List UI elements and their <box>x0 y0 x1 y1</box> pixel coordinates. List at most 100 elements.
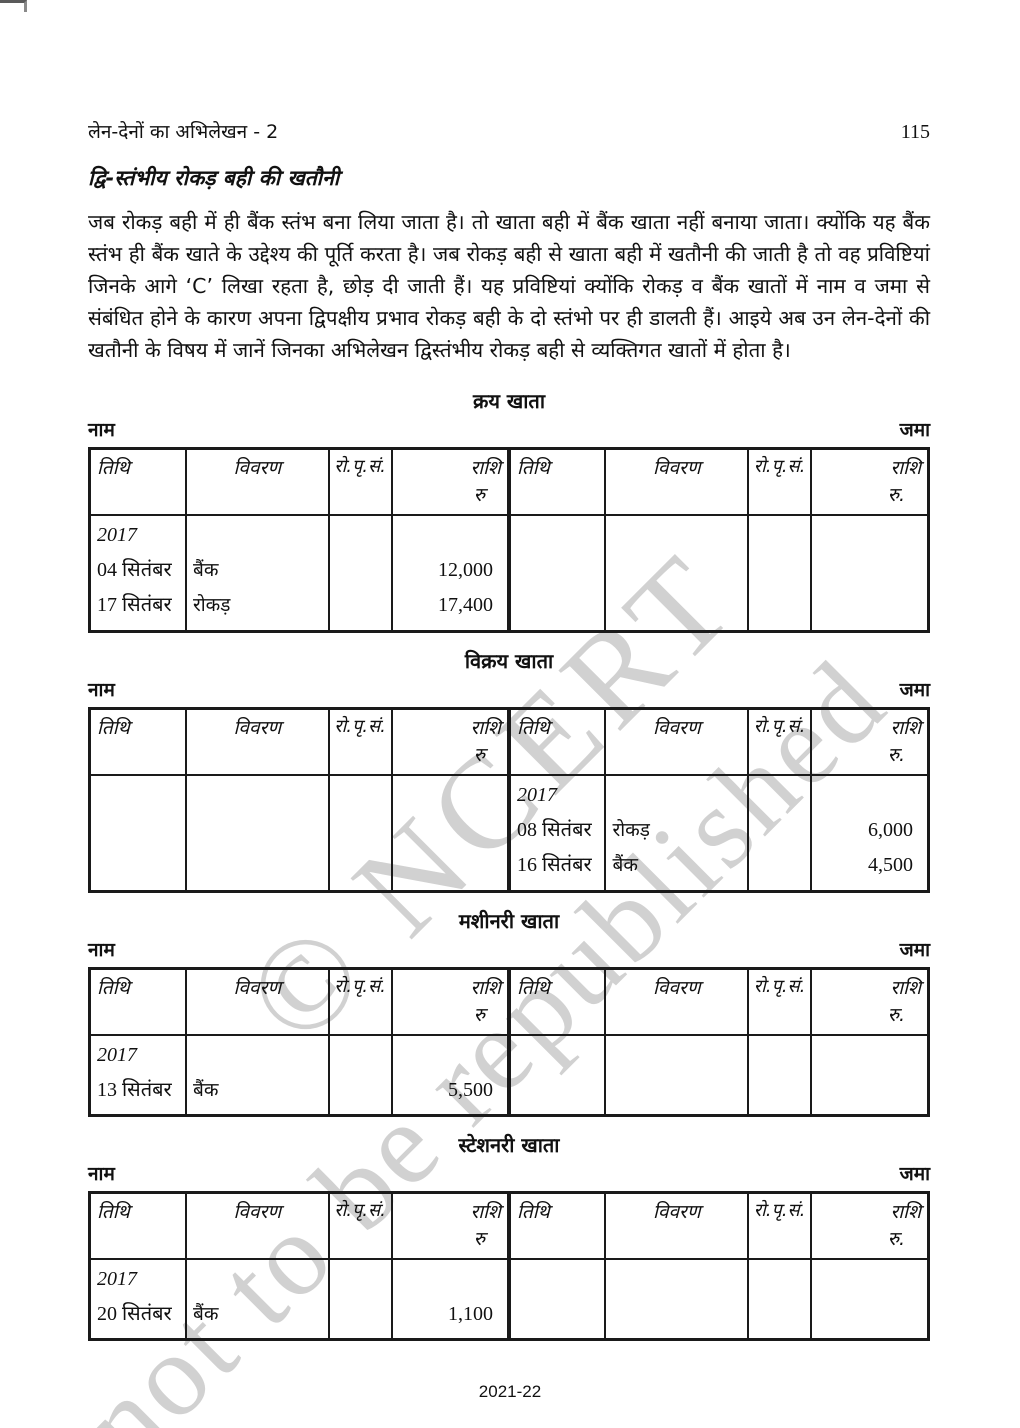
debit-label: नाम <box>88 938 115 961</box>
amount-line <box>399 518 501 553</box>
cell-date <box>506 1033 607 1116</box>
col-header-folio: रो.पृ.सं. <box>327 707 393 776</box>
account-section-purchases: क्रय खाता नाम जमा तिथि विवरण रो.पृ.सं. र… <box>88 387 930 633</box>
amount-label: राशि <box>890 976 921 999</box>
amount-label: राशि <box>470 456 501 479</box>
col-header-particulars: विवरण <box>604 1191 750 1260</box>
year-line: 2017 <box>97 1267 137 1290</box>
particulars-line: बैंक <box>192 1078 219 1101</box>
cell-particulars: बैंक <box>184 1257 330 1340</box>
col-header-particulars: विवरण <box>604 707 750 776</box>
particulars-line: रोकड़ <box>192 593 231 616</box>
debit-label: नाम <box>88 1162 115 1185</box>
amount-line: 1,100 <box>447 1302 493 1325</box>
cell-particulars: बैंक <box>184 1033 330 1116</box>
credit-label: जमा <box>899 418 930 441</box>
amount-label: राशि <box>470 716 501 739</box>
amount-unit: रु <box>473 1227 485 1250</box>
col-header-amount: राशि रु. <box>810 707 930 776</box>
header-row: तिथि विवरण रो.पृ.सं. राशि रु तिथि विवरण … <box>88 707 930 776</box>
footer-session-year: 2021-22 <box>478 1382 542 1401</box>
amount-label: राशि <box>890 716 921 739</box>
amount-unit: रु. <box>887 483 905 506</box>
amount-line: 17,400 <box>437 593 493 616</box>
col-header-folio: रो.पृ.सं. <box>327 967 393 1036</box>
date-line: 20 सितंबर <box>97 1302 172 1325</box>
cell-folio <box>747 773 813 892</box>
cell-particulars: बैंक रोकड़ <box>184 513 330 632</box>
body-row: 2017 08 सितंबर 16 सितंबर रोकड़ बैंक 6,00… <box>88 773 930 892</box>
credit-label: जमा <box>899 938 930 961</box>
cell-amount: 1,100 <box>390 1257 510 1340</box>
debit-label: नाम <box>88 418 115 441</box>
account-section-stationery: स्टेशनरी खाता नाम जमा तिथि विवरण रो.पृ.स… <box>88 1131 930 1341</box>
debit-credit-row: नाम जमा <box>88 417 930 443</box>
col-header-date: तिथि <box>88 967 187 1036</box>
col-header-particulars: विवरण <box>604 447 750 516</box>
col-header-particulars: विवरण <box>184 447 330 516</box>
body-paragraph: जब रोकड़ बही में ही बैंक स्तंभ बना लिया … <box>88 210 930 362</box>
col-header-folio: रो.पृ.सं. <box>747 707 813 776</box>
debit-credit-row: नाम जमा <box>88 937 930 963</box>
col-header-particulars: विवरण <box>604 967 750 1036</box>
col-header-particulars: विवरण <box>184 707 330 776</box>
cell-folio <box>327 1033 393 1116</box>
account-section-sales: विक्रय खाता नाम जमा तिथि विवरण रो.पृ.सं.… <box>88 647 930 893</box>
body-row: 2017 04 सितंबर 17 सितंबर बैंक रोकड़ 12,0… <box>88 513 930 632</box>
col-header-amount: राशि रु. <box>810 447 930 516</box>
col-header-amount: राशि रु <box>390 1191 510 1260</box>
col-header-amount: राशि रु. <box>810 967 930 1036</box>
amount-line <box>818 778 921 813</box>
ledger-table: तिथि विवरण रो.पृ.सं. राशि रु तिथि विवरण … <box>88 966 930 1117</box>
col-header-amount: राशि रु <box>390 967 510 1036</box>
body-row: 2017 13 सितंबर बैंक 5,500 <box>88 1033 930 1116</box>
cell-date: 2017 13 सितंबर <box>88 1033 187 1116</box>
header-row: तिथि विवरण रो.पृ.सं. राशि रु तिथि विवरण … <box>88 447 930 516</box>
ledger-table: तिथि विवरण रो.पृ.सं. राशि रु तिथि विवरण … <box>88 446 930 633</box>
col-header-folio: रो.पृ.सं. <box>747 447 813 516</box>
particulars-line <box>193 1262 322 1297</box>
particulars-line: बैंक <box>612 853 638 876</box>
date-line: 16 सितंबर <box>516 853 592 876</box>
debit-credit-row: नाम जमा <box>88 677 930 703</box>
amount-unit: रु <box>473 1003 485 1026</box>
col-header-date: तिथि <box>506 1191 607 1260</box>
year-line: 2017 <box>97 523 137 546</box>
account-title: क्रय खाता <box>472 388 546 413</box>
year-line: 2017 <box>97 1043 137 1066</box>
page-number: 115 <box>900 121 930 143</box>
amount-label: राशि <box>470 976 501 999</box>
cell-amount: 6,000 4,500 <box>810 773 930 892</box>
particulars-line <box>193 518 322 553</box>
particulars-line <box>193 1038 322 1073</box>
cell-amount: 12,000 17,400 <box>390 513 510 632</box>
amount-label: राशि <box>890 456 921 479</box>
cell-date <box>506 1257 607 1340</box>
date-line: 08 सितंबर <box>516 818 592 841</box>
col-header-folio: रो.पृ.सं. <box>747 967 813 1036</box>
col-header-date: तिथि <box>506 447 607 516</box>
col-header-date: तिथि <box>506 967 607 1036</box>
cell-folio <box>327 513 393 632</box>
cell-folio <box>327 1257 393 1340</box>
ledger-table: तिथि विवरण रो.पृ.सं. राशि रु तिथि विवरण … <box>88 1190 930 1341</box>
cell-date: 2017 08 सितंबर 16 सितंबर <box>506 773 607 892</box>
cell-particulars <box>604 513 750 632</box>
cell-amount: 5,500 <box>390 1033 510 1116</box>
col-header-folio: रो.पृ.सं. <box>327 447 393 516</box>
col-header-date: तिथि <box>88 1191 187 1260</box>
credit-label: जमा <box>899 1162 930 1185</box>
cell-amount <box>810 1033 930 1116</box>
col-header-folio: रो.पृ.सं. <box>327 1191 393 1260</box>
col-header-amount: राशि रु. <box>810 1191 930 1260</box>
debit-label: नाम <box>88 678 115 701</box>
cell-folio <box>747 1033 813 1116</box>
credit-label: जमा <box>899 678 930 701</box>
cell-date <box>88 773 187 892</box>
amount-unit: रु. <box>887 743 905 766</box>
scan-corner-artifact <box>0 0 27 12</box>
col-header-amount: राशि रु <box>390 447 510 516</box>
account-title: विक्रय खाता <box>464 648 554 673</box>
section-subheading: द्वि-स्तंभीय रोकड़ बही की खतौनी <box>88 166 340 190</box>
